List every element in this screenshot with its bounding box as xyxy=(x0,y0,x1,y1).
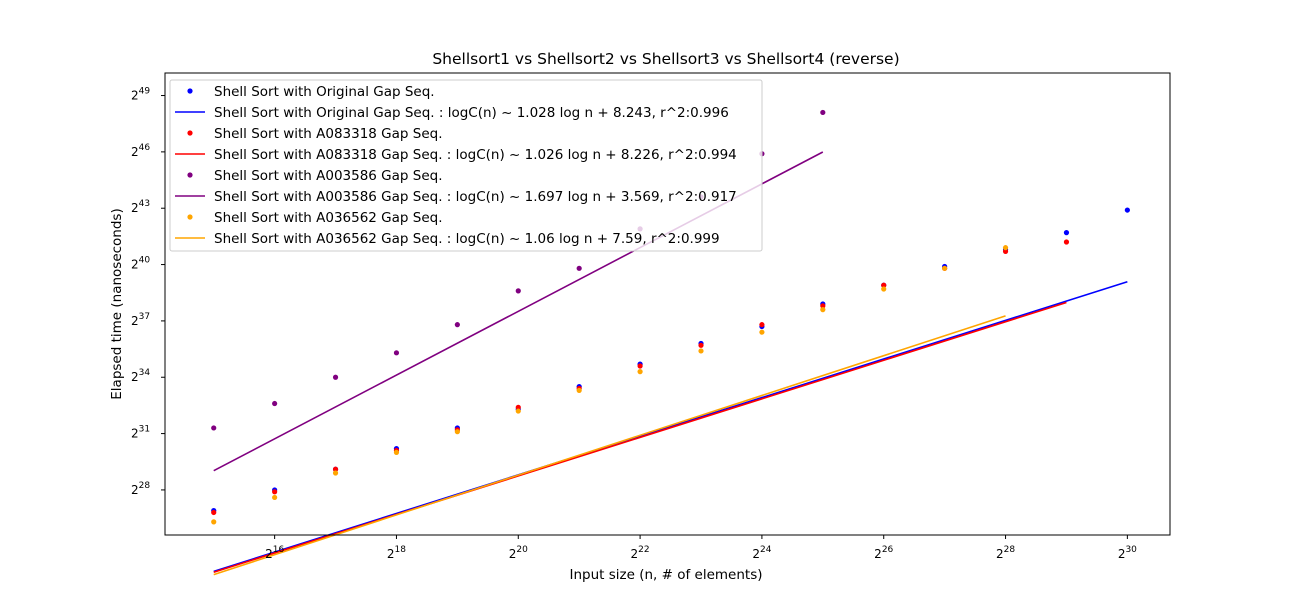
data-point xyxy=(393,350,400,356)
data-point xyxy=(942,265,948,271)
data-point xyxy=(820,307,826,313)
legend-label: Shell Sort with Original Gap Seq. xyxy=(214,84,435,100)
data-point xyxy=(637,363,643,369)
data-point xyxy=(759,329,765,335)
data-point xyxy=(211,509,217,516)
data-point xyxy=(515,288,521,294)
legend-box xyxy=(169,79,763,252)
fit-line xyxy=(213,301,1067,574)
data-point xyxy=(272,400,278,407)
legend-marker xyxy=(187,172,193,178)
x-tick-label: 228 xyxy=(996,545,1015,561)
legend-label: Shell Sort with A003586 Gap Seq. : logC(… xyxy=(214,189,737,205)
data-point xyxy=(576,387,582,393)
y-axis-label: Elapsed time (nanoseconds) xyxy=(109,208,125,399)
data-point xyxy=(272,489,278,495)
legend-label: Shell Sort with A083318 Gap Seq. : logC(… xyxy=(214,147,737,163)
data-point xyxy=(576,265,582,271)
data-point xyxy=(1002,245,1009,251)
data-point xyxy=(454,429,460,435)
x-tick-label: 216 xyxy=(265,545,284,561)
legend-label: Shell Sort with A083318 Gap Seq. xyxy=(214,126,443,142)
y-tick-label: 237 xyxy=(131,312,150,328)
x-tick-label: 220 xyxy=(509,545,528,561)
y-tick-label: 249 xyxy=(131,87,150,103)
legend-label: Shell Sort with A036562 Gap Seq. : logC(… xyxy=(214,231,720,247)
y-tick-label: 234 xyxy=(131,368,150,384)
plot-frame xyxy=(164,72,1171,536)
data-point xyxy=(515,404,521,410)
data-point xyxy=(211,519,217,525)
y-tick-label: 243 xyxy=(131,199,150,215)
legend-label: Shell Sort with A036562 Gap Seq. xyxy=(214,210,443,226)
data-point xyxy=(698,348,704,354)
data-point xyxy=(698,342,704,348)
data-point xyxy=(637,369,643,375)
data-point xyxy=(272,494,278,501)
data-point xyxy=(515,408,521,414)
x-tick-label: 226 xyxy=(874,545,893,561)
y-tick-label: 246 xyxy=(131,143,150,159)
fit-line xyxy=(213,281,1128,573)
x-tick-label: 224 xyxy=(752,545,771,561)
data-point xyxy=(1002,248,1009,255)
data-point xyxy=(1124,207,1130,213)
legend-label: Shell Sort with Original Gap Seq. : logC… xyxy=(214,105,729,121)
data-point xyxy=(1063,239,1070,245)
data-point xyxy=(759,322,765,328)
legend-marker xyxy=(187,88,193,94)
x-tick-label: 222 xyxy=(631,545,650,561)
data-point xyxy=(332,466,339,472)
x-axis-ticks: 216 218 220 222 224 226 228 230 xyxy=(265,535,1137,561)
data-point xyxy=(881,282,887,288)
y-tick-label: 240 xyxy=(131,256,150,272)
chart-title: Shellsort1 vs Shellsort2 vs Shellsort3 v… xyxy=(432,50,899,68)
x-tick-label: 230 xyxy=(1118,545,1137,561)
data-point xyxy=(332,374,339,380)
data-point xyxy=(211,425,217,431)
data-point xyxy=(1063,230,1070,236)
data-point xyxy=(881,286,887,292)
data-point xyxy=(820,303,826,309)
legend-marker xyxy=(187,130,193,136)
plot-series xyxy=(211,109,1130,576)
x-axis-label: Input size (n, # of elements) xyxy=(570,567,763,583)
legend: Shell Sort with Original Gap Seq. Shell S… xyxy=(169,79,763,252)
data-point xyxy=(332,470,339,476)
data-point xyxy=(820,109,826,116)
x-tick-label: 218 xyxy=(387,545,406,561)
legend-marker xyxy=(187,214,193,220)
y-axis-ticks: 228 231 234 237 240 243 246 249 xyxy=(131,87,165,497)
fit-line xyxy=(213,315,1006,576)
y-tick-label: 228 xyxy=(131,481,150,497)
data-point xyxy=(393,449,400,455)
data-point xyxy=(454,322,460,328)
y-tick-label: 231 xyxy=(131,425,150,441)
legend-label: Shell Sort with A003586 Gap Seq. xyxy=(214,168,443,184)
